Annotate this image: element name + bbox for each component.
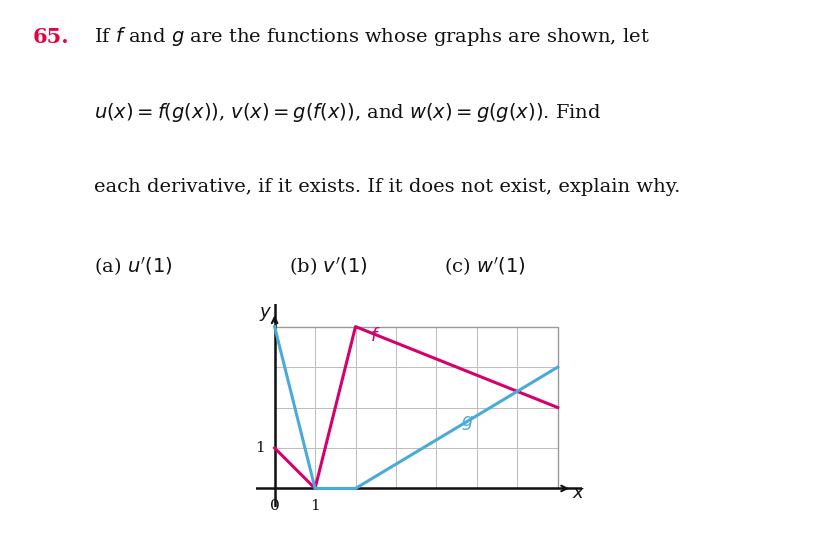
Text: each derivative, if it exists. If it does not exist, explain why.: each derivative, if it exists. If it doe…: [94, 178, 680, 196]
Text: $u(x) = f(g(x))$, $v(x) = g(f(x))$, and $w(x) = g(g(x))$. Find: $u(x) = f(g(x))$, $v(x) = g(f(x))$, and …: [94, 101, 601, 124]
Text: $f$: $f$: [370, 327, 380, 345]
Text: (c) $w'(1)$: (c) $w'(1)$: [444, 255, 525, 278]
Text: $g$: $g$: [461, 414, 474, 432]
Text: 1: 1: [310, 499, 320, 512]
Text: If $f$ and $g$ are the functions whose graphs are shown, let: If $f$ and $g$ are the functions whose g…: [94, 25, 650, 48]
Text: 65.: 65.: [33, 27, 69, 47]
Text: 1: 1: [255, 441, 265, 455]
Text: (a) $u'(1)$: (a) $u'(1)$: [94, 255, 173, 278]
Text: $y$: $y$: [259, 305, 273, 323]
Text: $x$: $x$: [572, 484, 585, 503]
Text: (b) $v'(1)$: (b) $v'(1)$: [289, 255, 368, 278]
Text: 0: 0: [269, 499, 279, 512]
